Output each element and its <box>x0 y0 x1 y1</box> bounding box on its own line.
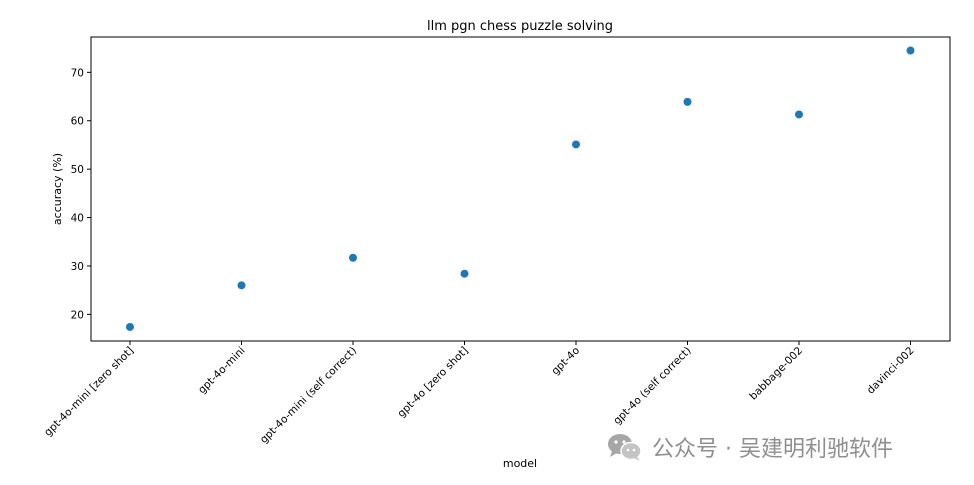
y-tick-label: 60 <box>71 116 84 128</box>
x-axis-label: model <box>503 457 537 470</box>
x-tick-label: gpt-4o-mini <box>196 345 248 397</box>
y-tick-label: 30 <box>71 261 84 273</box>
x-tick-label: gpt-4o-mini [zero shot] <box>42 345 136 439</box>
plot-area-frame <box>90 36 951 342</box>
data-point <box>349 253 357 262</box>
chart-title: llm pgn chess puzzle solving <box>427 19 613 34</box>
y-tick-label: 70 <box>71 67 84 79</box>
x-tick-label: babbage-002 <box>747 345 805 403</box>
data-point <box>795 110 803 119</box>
data-point <box>572 140 580 149</box>
x-tick-label: gpt-4o [zero shot] <box>395 345 470 420</box>
x-tick-label: davinci-002 <box>865 345 917 397</box>
y-tick-label: 50 <box>71 164 84 176</box>
watermark-text: 公众号 · 吴建明利驰软件 <box>652 437 893 462</box>
x-tick-label: gpt-4o <box>549 345 582 378</box>
y-tick-label: 20 <box>71 309 84 321</box>
data-point <box>683 97 692 106</box>
x-tick-label: gpt-4o-mini (self correct) <box>258 345 359 446</box>
data-points <box>126 46 915 331</box>
wechat-icon <box>608 434 642 461</box>
y-tick-label: 40 <box>71 213 84 225</box>
data-point <box>237 281 246 290</box>
data-point <box>906 46 915 55</box>
data-point <box>460 269 469 278</box>
data-point <box>126 322 134 331</box>
watermark: 公众号 · 吴建明利驰软件 <box>606 430 893 464</box>
y-axis-label: accuracy (%) <box>51 153 64 225</box>
x-tick-label: gpt-4o (self correct) <box>611 345 693 427</box>
y-axis: 20 30 40 50 60 70 <box>71 67 91 321</box>
